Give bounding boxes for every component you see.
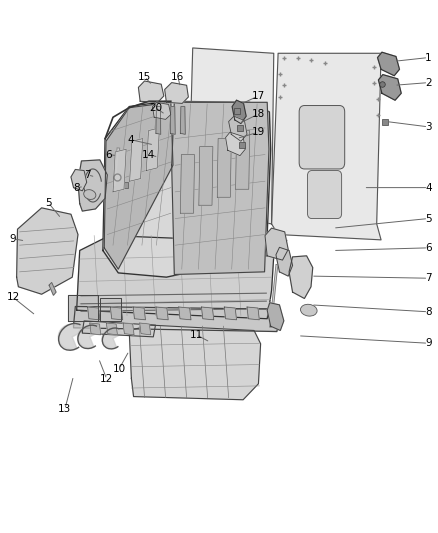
- Ellipse shape: [84, 190, 96, 199]
- Text: 7: 7: [84, 170, 91, 180]
- Polygon shape: [129, 325, 261, 400]
- Polygon shape: [378, 52, 399, 76]
- Text: 4: 4: [425, 183, 432, 192]
- Polygon shape: [236, 131, 250, 189]
- Text: 19: 19: [252, 127, 265, 137]
- Polygon shape: [188, 48, 274, 224]
- Polygon shape: [140, 323, 151, 335]
- Polygon shape: [78, 160, 107, 211]
- Polygon shape: [138, 81, 164, 102]
- Polygon shape: [232, 100, 246, 124]
- Text: 8: 8: [73, 183, 80, 192]
- Polygon shape: [103, 101, 271, 277]
- FancyBboxPatch shape: [307, 171, 342, 219]
- Ellipse shape: [300, 304, 317, 316]
- Polygon shape: [106, 323, 117, 335]
- Polygon shape: [113, 149, 126, 192]
- Polygon shape: [156, 307, 168, 320]
- Polygon shape: [265, 228, 288, 260]
- Text: 10: 10: [113, 364, 126, 374]
- Polygon shape: [133, 307, 145, 320]
- Text: 18: 18: [252, 109, 265, 119]
- Polygon shape: [172, 102, 269, 274]
- Text: 5: 5: [45, 198, 52, 207]
- Polygon shape: [170, 107, 175, 134]
- Polygon shape: [267, 303, 284, 330]
- Text: 17: 17: [252, 91, 265, 101]
- Text: 3: 3: [425, 122, 432, 132]
- Text: 14: 14: [142, 150, 155, 159]
- Text: 4: 4: [127, 135, 134, 144]
- Text: 1: 1: [425, 53, 432, 62]
- Polygon shape: [289, 256, 313, 298]
- Polygon shape: [152, 102, 171, 119]
- Polygon shape: [378, 75, 401, 100]
- Polygon shape: [78, 326, 100, 348]
- Text: 16: 16: [171, 72, 184, 82]
- Polygon shape: [74, 306, 279, 332]
- Text: 6: 6: [105, 150, 112, 159]
- Polygon shape: [156, 107, 161, 134]
- Polygon shape: [104, 102, 173, 269]
- Polygon shape: [247, 307, 259, 320]
- Polygon shape: [71, 169, 87, 191]
- Polygon shape: [179, 307, 191, 320]
- Text: 6: 6: [425, 243, 432, 253]
- Polygon shape: [180, 107, 185, 134]
- Text: 7: 7: [425, 273, 432, 283]
- Polygon shape: [102, 328, 123, 349]
- Polygon shape: [201, 307, 214, 320]
- Text: 2: 2: [425, 78, 432, 87]
- Polygon shape: [146, 128, 159, 171]
- Polygon shape: [199, 147, 213, 205]
- Polygon shape: [77, 236, 274, 319]
- FancyBboxPatch shape: [299, 106, 345, 169]
- Polygon shape: [276, 247, 293, 276]
- Text: 12: 12: [100, 375, 113, 384]
- Polygon shape: [68, 295, 98, 321]
- Polygon shape: [180, 155, 194, 213]
- Polygon shape: [226, 132, 245, 156]
- Text: 5: 5: [425, 214, 432, 223]
- Text: 12: 12: [7, 293, 20, 302]
- Polygon shape: [17, 208, 78, 294]
- Text: 13: 13: [58, 405, 71, 414]
- Polygon shape: [272, 53, 381, 240]
- Text: 9: 9: [10, 234, 17, 244]
- Polygon shape: [217, 139, 231, 197]
- Polygon shape: [229, 116, 247, 141]
- Polygon shape: [58, 324, 85, 350]
- Text: 8: 8: [425, 307, 432, 317]
- Text: 20: 20: [149, 103, 162, 112]
- Polygon shape: [130, 139, 143, 181]
- Polygon shape: [224, 307, 237, 320]
- Polygon shape: [123, 323, 134, 335]
- Polygon shape: [82, 321, 155, 337]
- Polygon shape: [49, 282, 56, 295]
- Text: 15: 15: [138, 72, 151, 82]
- Polygon shape: [110, 307, 123, 320]
- Polygon shape: [100, 298, 121, 321]
- Text: 11: 11: [190, 330, 203, 340]
- Polygon shape: [88, 307, 100, 320]
- Text: 9: 9: [425, 338, 432, 348]
- Polygon shape: [90, 323, 101, 335]
- Polygon shape: [165, 83, 188, 103]
